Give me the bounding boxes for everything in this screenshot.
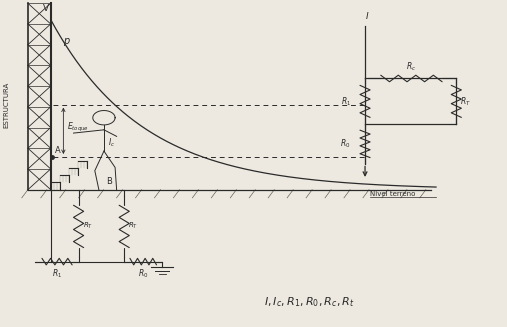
Text: Nivel terreno: Nivel terreno bbox=[370, 191, 415, 197]
Text: B: B bbox=[106, 177, 113, 186]
Text: $I, I_c, R_1, R_0, R_c, R_t$: $I, I_c, R_1, R_0, R_c, R_t$ bbox=[264, 296, 354, 309]
Text: $R_0$: $R_0$ bbox=[138, 267, 149, 280]
Text: $R_T$: $R_T$ bbox=[460, 95, 472, 108]
Text: p: p bbox=[63, 36, 69, 46]
Text: A: A bbox=[55, 146, 60, 155]
Text: $R_T$: $R_T$ bbox=[83, 220, 93, 231]
Text: $I$: $I$ bbox=[366, 10, 370, 21]
Text: ESTRUCTURA: ESTRUCTURA bbox=[3, 81, 9, 128]
Text: $R_c$: $R_c$ bbox=[406, 60, 416, 73]
Text: $R_0$: $R_0$ bbox=[340, 138, 351, 150]
Text: $I_c$: $I_c$ bbox=[108, 137, 115, 149]
Text: $R_1$: $R_1$ bbox=[341, 95, 351, 108]
Text: $R_T$: $R_T$ bbox=[128, 220, 138, 231]
Text: V: V bbox=[43, 4, 49, 13]
Text: $R_1$: $R_1$ bbox=[52, 267, 62, 280]
Text: $E_{toque}$: $E_{toque}$ bbox=[67, 121, 89, 134]
